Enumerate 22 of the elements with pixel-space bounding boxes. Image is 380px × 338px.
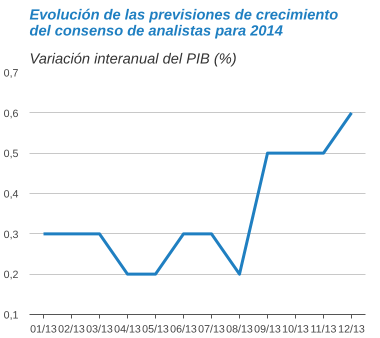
x-tick-label: 10/13: [282, 324, 309, 336]
y-tick-label: 0,5: [4, 148, 19, 160]
x-tick-label: 07/13: [198, 324, 225, 336]
x-tick-label: 04/13: [114, 324, 141, 336]
x-tick-label: 08/13: [226, 324, 253, 336]
y-tick-label: 0,3: [4, 228, 19, 241]
chart-subtitle: Variación interanual del PIB (%): [30, 52, 237, 68]
line-series: [42, 111, 353, 276]
x-tick-label: 03/13: [86, 324, 113, 336]
x-tick-label: 02/13: [58, 324, 85, 336]
x-tick-label: 05/13: [142, 324, 169, 336]
y-tick-label: 0,2: [4, 269, 19, 282]
x-tick-label: 12/13: [338, 324, 365, 336]
x-tick-label: 09/13: [254, 324, 281, 336]
x-tick-label: 01/13: [30, 324, 57, 336]
chart-title: Evolución de las previsiones de crecimiento del consenso de analistas para 2014: [30, 8, 338, 40]
y-tick-label: 0,4: [4, 188, 19, 200]
x-tick-label: 11/13: [310, 324, 337, 336]
y-tick-label: 0,7: [4, 68, 19, 80]
y-tick-label: 0,1: [4, 310, 19, 322]
x-tick-label: 06/13: [170, 324, 197, 336]
y-tick-label: 0,6: [4, 108, 19, 120]
